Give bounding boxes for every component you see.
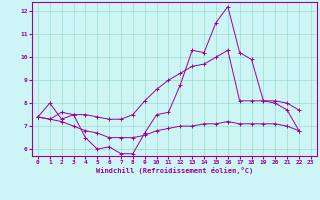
X-axis label: Windchill (Refroidissement éolien,°C): Windchill (Refroidissement éolien,°C): [96, 167, 253, 174]
